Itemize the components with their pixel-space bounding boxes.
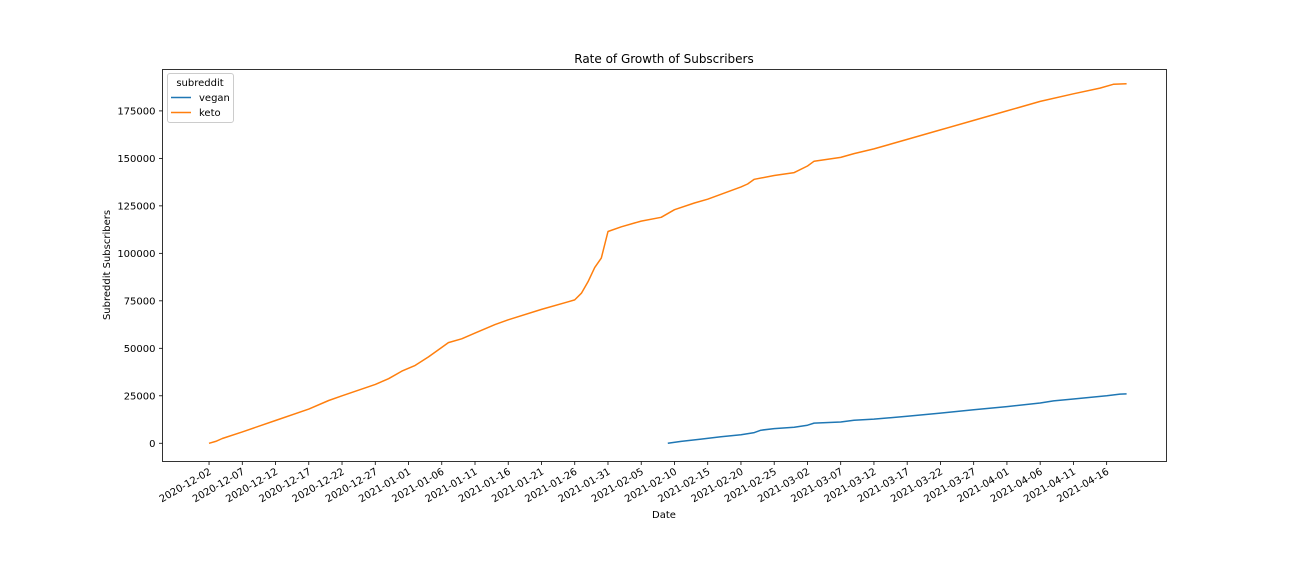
legend-frame bbox=[167, 73, 234, 123]
y-tick-label: 175000 bbox=[117, 106, 155, 117]
y-axis-label: Subreddit Subscribers bbox=[102, 210, 113, 320]
y-tick-label: 0 bbox=[149, 439, 155, 450]
y-tick-label: 125000 bbox=[117, 201, 155, 212]
x-axis-label: Date bbox=[652, 510, 676, 521]
y-axis: 0 25000 50000 75000 100000 125000 150000 175000 bbox=[117, 106, 163, 450]
y-tick-label: 75000 bbox=[124, 296, 156, 307]
series-layer bbox=[208, 82, 1127, 445]
series-line-vegan bbox=[667, 393, 1127, 445]
legend-title: subreddit bbox=[176, 78, 223, 89]
plot-area bbox=[162, 69, 1167, 462]
legend: subreddit vegan keto bbox=[167, 73, 234, 123]
y-tick-label: 25000 bbox=[124, 391, 156, 402]
legend-label-vegan: vegan bbox=[199, 93, 230, 104]
series-line-keto bbox=[208, 82, 1127, 445]
chart-title: Rate of Growth of Subscribers bbox=[574, 52, 753, 66]
y-tick-label: 150000 bbox=[117, 154, 155, 165]
y-tick-label: 100000 bbox=[117, 249, 155, 260]
y-tick-label: 50000 bbox=[124, 344, 156, 355]
legend-label-keto: keto bbox=[199, 108, 221, 119]
